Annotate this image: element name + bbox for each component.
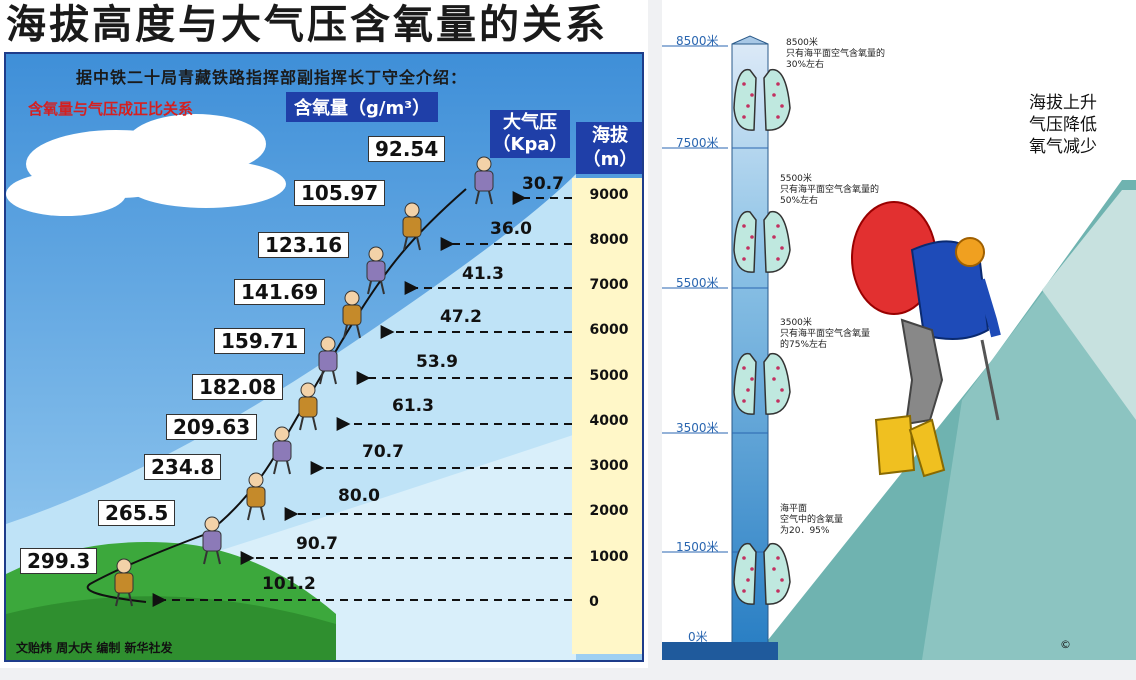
pressure-header: 大气压 （Kpa） <box>490 110 570 158</box>
climber-icon <box>202 516 222 565</box>
scale-label: 5500米 <box>676 276 719 290</box>
pressure-value: 90.7 <box>296 534 338 554</box>
scale-label: 3500米 <box>676 421 719 435</box>
headline-line3: 氧气减少 <box>1029 137 1097 157</box>
oxygen-value-box: 265.5 <box>98 500 176 526</box>
main-title: 海拔高度与大气压含氧量的关系 <box>6 2 608 48</box>
lung-icon <box>733 210 791 273</box>
climber-icon <box>474 156 494 205</box>
headline-line1: 海拔上升 <box>1029 93 1097 113</box>
lung-icon <box>733 542 791 605</box>
annotation-sea-level: 海平面 空气中的含氧量 为20．95% <box>780 504 844 536</box>
oxygen-value-box: 105.97 <box>294 180 386 206</box>
pressure-value: 47.2 <box>440 307 482 327</box>
climber-icon <box>272 426 292 475</box>
climber-icon <box>114 558 134 607</box>
copyright-mark: © <box>1060 638 1071 651</box>
scale-label: 8500米 <box>676 34 719 48</box>
altitude-value: 9000 <box>589 187 629 203</box>
altitude-header: 海拔 （m） <box>576 122 642 174</box>
climber-icon <box>342 290 362 339</box>
altitude-value: 2000 <box>589 503 629 519</box>
climber-icon <box>318 336 338 385</box>
credit-line: 文贻炜 周大庆 编制 新华社发 <box>16 641 173 655</box>
climber-icon <box>402 202 422 251</box>
headline: 海拔上升 气压降低 氧气减少 <box>1018 92 1108 158</box>
altitude-value: 1000 <box>589 549 629 565</box>
lung-icon <box>733 68 791 131</box>
pressure-header-line2: （Kpa） <box>492 134 568 155</box>
altitude-value: 4000 <box>589 413 629 429</box>
climber-icon <box>298 382 318 431</box>
climber-icon <box>366 246 386 295</box>
altitude-lung-illustration <box>662 35 1136 660</box>
climber-icon <box>246 472 266 521</box>
pressure-value: 41.3 <box>462 264 504 284</box>
oxygen-header: 含氧量（g/m³） <box>286 92 439 122</box>
oxygen-value-box: 234.8 <box>144 454 222 480</box>
climber-figure <box>851 201 1001 478</box>
scale-label: 0米 <box>688 630 708 644</box>
pressure-header-line1: 大气压 <box>503 112 557 133</box>
oxygen-value-box: 92.54 <box>368 136 446 162</box>
subtitle: 据中铁二十局青藏铁路指挥部副指挥长丁守全介绍： <box>76 68 468 87</box>
oxygen-value-box: 123.16 <box>258 232 350 258</box>
lung-icon <box>733 352 791 415</box>
pressure-value: 70.7 <box>362 442 404 462</box>
oxygen-value-box: 141.69 <box>234 279 326 305</box>
left-infographic: 海拔高度与大气压含氧量的关系 <box>0 0 648 668</box>
headline-line2: 气压降低 <box>1029 115 1097 135</box>
pressure-value: 36.0 <box>490 219 532 239</box>
pressure-value: 61.3 <box>392 396 434 416</box>
altitude-value: 7000 <box>589 277 629 293</box>
altitude-value: 5000 <box>589 368 629 384</box>
altitude-value: 6000 <box>589 322 629 338</box>
right-infographic: 8500米 7500米 5500米 3500米 1500米 0米 8500米 只… <box>662 0 1136 660</box>
pressure-value: 80.0 <box>338 486 380 506</box>
annotation-8500: 8500米 只有海平面空气含氧量的 30%左右 <box>786 38 886 70</box>
scale-label: 1500米 <box>676 540 719 554</box>
pressure-value: 30.7 <box>522 174 564 194</box>
annotation-3500: 3500米 只有海平面空气含氧量 的75%左右 <box>780 318 871 350</box>
oxygen-value-box: 182.08 <box>192 374 284 400</box>
oxygen-value-box: 209.63 <box>166 414 258 440</box>
pressure-value: 53.9 <box>416 352 458 372</box>
oxygen-value-box: 159.71 <box>214 328 306 354</box>
altitude-value: 8000 <box>589 232 629 248</box>
annotation-5500: 5500米 只有海平面空气含氧量的 50%左右 <box>780 174 880 206</box>
altitude-value: 0 <box>589 594 599 610</box>
proportional-note: 含氧量与气压成正比关系 <box>28 100 194 118</box>
altitude-header-line1: 海拔 <box>592 125 628 146</box>
pressure-value: 101.2 <box>262 574 316 594</box>
altitude-value: 3000 <box>589 458 629 474</box>
left-panel: 据中铁二十局青藏铁路指挥部副指挥长丁守全介绍： 含氧量与气压成正比关系 含氧量（… <box>4 52 644 662</box>
oxygen-value-box: 299.3 <box>20 548 98 574</box>
cloud-shapes <box>6 114 286 216</box>
scale-label: 7500米 <box>676 136 719 150</box>
altitude-header-line2: （m） <box>582 149 638 170</box>
